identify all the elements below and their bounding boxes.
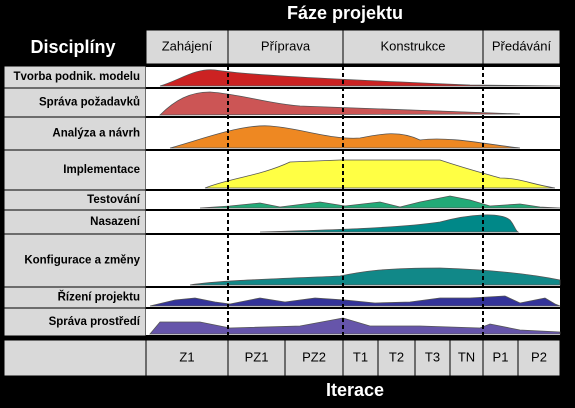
iteration-cell [145, 339, 229, 377]
hump [189, 267, 561, 286]
hump [259, 214, 520, 233]
discipline-cell [3, 233, 147, 288]
phase-label: Příprava [261, 38, 311, 53]
discipline-cell [3, 87, 147, 118]
iteration-label: TN [458, 349, 475, 364]
iteration-spacer [3, 339, 147, 377]
discipline-label: Správa prostředí [49, 316, 141, 328]
hump [149, 295, 561, 307]
phase-label: Zahájení [162, 38, 213, 53]
hump [204, 159, 556, 189]
discipline-label: Řízení projektu [58, 291, 140, 304]
iteration-cell [517, 339, 561, 377]
iteration-label: T2 [389, 349, 404, 364]
discipline-label: Analýza a návrh [52, 128, 140, 140]
hump [199, 195, 561, 209]
phase-label: Předávání [492, 38, 552, 53]
phase-label: Konstrukce [380, 38, 445, 53]
discipline-label: Tvorba podnik. modelu [13, 71, 140, 83]
hump [159, 69, 561, 87]
iteration-cell [414, 339, 451, 377]
discipline-label: Nasazení [90, 216, 141, 228]
phase-dividers [227, 66, 484, 336]
discipline-label: Správa požadavků [39, 97, 140, 109]
phase-cell [482, 29, 561, 65]
iteration-label: P1 [493, 349, 509, 364]
phase-cell [342, 29, 484, 65]
discipline-label: Implementace [63, 164, 140, 176]
discipline-label: Testování [87, 194, 141, 206]
iteration-cell [342, 339, 379, 377]
discipline-label: Konfigurace a změny [24, 255, 140, 267]
iteration-label: T1 [353, 349, 368, 364]
title: Fáze projektu [287, 3, 403, 23]
hump [149, 317, 561, 335]
discipline-cell [3, 307, 147, 337]
iteration-label: P2 [531, 349, 547, 364]
iteration-cell [284, 339, 344, 377]
footer: Iterace [326, 380, 384, 400]
humps [149, 69, 561, 335]
iteration-label: Z1 [179, 349, 194, 364]
iteration-cell [377, 339, 416, 377]
iteration-label: PZ2 [302, 349, 326, 364]
discipline-cell [3, 149, 147, 191]
hump [169, 125, 521, 149]
phase-cell [145, 29, 229, 65]
disciplines-header: Disciplíny [30, 37, 115, 57]
iteration-cell [227, 339, 286, 377]
iteration-label: T3 [425, 349, 440, 364]
hump [159, 91, 521, 116]
iteration-label: PZ1 [245, 349, 269, 364]
